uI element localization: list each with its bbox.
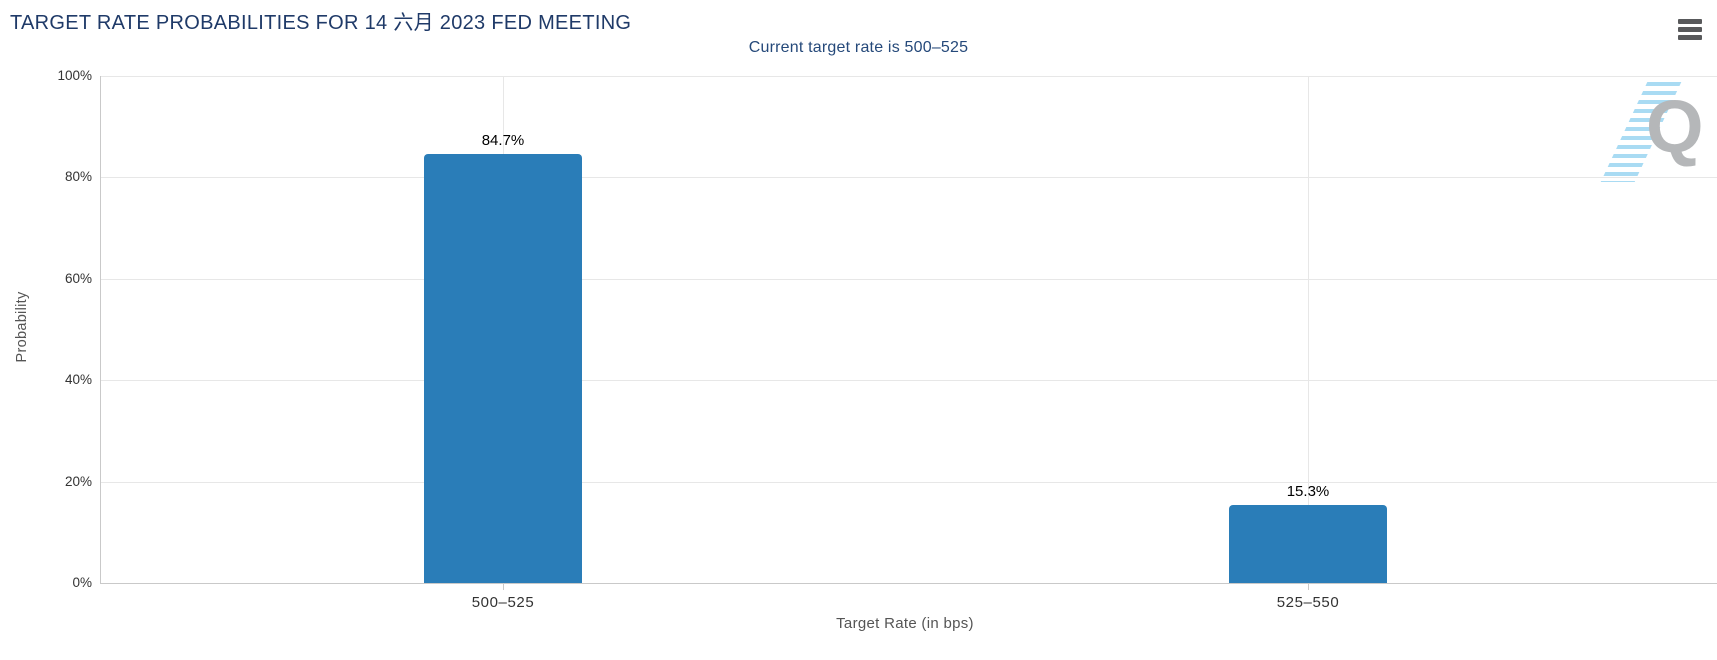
y-tick-label: 40% xyxy=(64,372,92,388)
chart-title: TARGET RATE PROBABILITIES FOR 14 六月 2023… xyxy=(10,12,632,34)
chart-context-menu-button[interactable] xyxy=(1678,19,1702,40)
y-gridline xyxy=(100,177,1717,179)
y-axis-line xyxy=(100,76,101,583)
bar-value-label: 84.7% xyxy=(481,132,525,149)
hamburger-icon xyxy=(1678,19,1702,40)
x-tick-label: 500–525 xyxy=(471,594,535,611)
x-tick-label: 525–550 xyxy=(1276,594,1340,611)
y-tick-label: 100% xyxy=(57,68,92,83)
y-tick-label: 0% xyxy=(72,575,92,590)
bar-525–550[interactable] xyxy=(1229,505,1387,583)
y-tick-label: 80% xyxy=(64,169,92,185)
bar-500–525[interactable] xyxy=(424,153,582,583)
y-tick-label: 60% xyxy=(64,270,92,286)
x-axis-line xyxy=(100,583,1717,584)
chart-subtitle: Current target rate is 500–525 xyxy=(748,39,969,56)
y-gridline xyxy=(100,380,1717,382)
y-gridline xyxy=(100,481,1717,483)
y-gridline xyxy=(100,278,1717,280)
x-gridline xyxy=(1308,76,1309,583)
y-gridline xyxy=(100,76,1717,77)
x-axis-tick xyxy=(503,584,504,590)
bar-value-label: 15.3% xyxy=(1286,483,1330,500)
x-axis-title: Target Rate (in bps) xyxy=(836,615,974,632)
y-tick-label: 20% xyxy=(64,473,92,489)
x-axis-tick xyxy=(1308,584,1309,590)
